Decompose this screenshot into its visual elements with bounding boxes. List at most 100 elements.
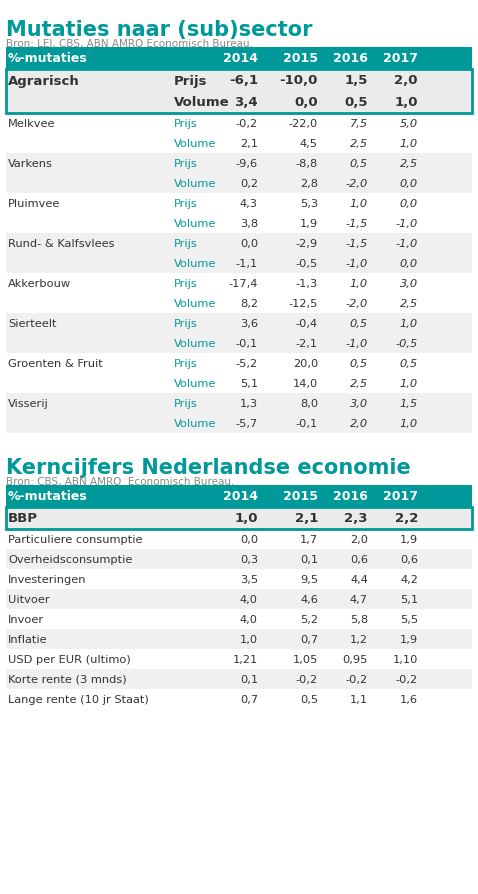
Text: 1,3: 1,3	[240, 399, 258, 409]
Text: 3,5: 3,5	[240, 574, 258, 585]
Text: Investeringen: Investeringen	[8, 574, 87, 585]
Text: 4,0: 4,0	[240, 595, 258, 604]
Text: 9,5: 9,5	[300, 574, 318, 585]
Text: -0,2: -0,2	[236, 119, 258, 129]
Text: 0,5: 0,5	[400, 358, 418, 368]
Text: 0,5: 0,5	[350, 318, 368, 329]
Text: 4,5: 4,5	[300, 139, 318, 148]
Text: 2,1: 2,1	[240, 139, 258, 148]
Text: 2015: 2015	[283, 53, 318, 65]
Text: 1,9: 1,9	[400, 535, 418, 544]
Text: -1,5: -1,5	[346, 219, 368, 229]
Text: 2,0: 2,0	[350, 418, 368, 428]
Text: Volume: Volume	[174, 219, 217, 229]
Text: Prijs: Prijs	[174, 198, 198, 209]
Text: Invoer: Invoer	[8, 614, 44, 624]
Text: -0,2: -0,2	[346, 674, 368, 684]
Text: 8,0: 8,0	[300, 399, 318, 409]
Text: Korte rente (3 mnds): Korte rente (3 mnds)	[8, 674, 127, 684]
Text: -0,2: -0,2	[296, 674, 318, 684]
Text: 4,4: 4,4	[350, 574, 368, 585]
Text: Volume: Volume	[174, 299, 217, 308]
Text: Prijs: Prijs	[174, 119, 198, 129]
Text: 4,6: 4,6	[300, 595, 318, 604]
Bar	[6, 569, 472, 589]
Text: 0,6: 0,6	[350, 554, 368, 564]
Text: 5,5: 5,5	[400, 614, 418, 624]
Text: %-mutaties: %-mutaties	[8, 53, 88, 65]
Text: 0,5: 0,5	[300, 695, 318, 704]
Text: 2016: 2016	[333, 53, 368, 65]
Text: 1,0: 1,0	[400, 418, 418, 428]
Text: Overheidsconsumptie: Overheidsconsumptie	[8, 554, 132, 564]
Text: BBP: BBP	[8, 512, 38, 525]
Text: Prijs: Prijs	[174, 399, 198, 409]
Text: 3,6: 3,6	[240, 318, 258, 329]
Text: %-mutaties: %-mutaties	[8, 490, 88, 503]
Text: 2,3: 2,3	[345, 512, 368, 525]
Bar	[6, 274, 472, 314]
Text: 1,9: 1,9	[400, 634, 418, 645]
Text: Prijs: Prijs	[174, 279, 198, 289]
Text: -0,1: -0,1	[236, 339, 258, 349]
Text: Prijs: Prijs	[174, 74, 207, 88]
Text: 4,0: 4,0	[240, 614, 258, 624]
Text: 3,8: 3,8	[240, 219, 258, 229]
Bar	[6, 670, 472, 689]
Text: 2014: 2014	[223, 490, 258, 503]
Text: 5,0: 5,0	[400, 119, 418, 129]
Bar	[6, 354, 472, 393]
Bar	[6, 233, 472, 274]
Text: Inflatie: Inflatie	[8, 634, 48, 645]
Text: Particuliere consumptie: Particuliere consumptie	[8, 535, 142, 544]
Bar	[6, 393, 472, 434]
Text: Kerncijfers Nederlandse economie: Kerncijfers Nederlandse economie	[6, 458, 411, 477]
Text: 0,0: 0,0	[400, 258, 418, 269]
Text: 2,5: 2,5	[400, 159, 418, 169]
Text: 1,7: 1,7	[300, 535, 318, 544]
Text: 2,1: 2,1	[294, 512, 318, 525]
Text: 1,5: 1,5	[345, 74, 368, 88]
Text: -0,1: -0,1	[296, 418, 318, 428]
Text: 2015: 2015	[283, 490, 318, 503]
Text: 0,6: 0,6	[400, 554, 418, 564]
Text: 0,0: 0,0	[240, 535, 258, 544]
Text: 1,0: 1,0	[400, 378, 418, 389]
Text: 0,7: 0,7	[240, 695, 258, 704]
Text: 2,0: 2,0	[350, 535, 368, 544]
Text: -0,4: -0,4	[296, 318, 318, 329]
Text: 0,1: 0,1	[300, 554, 318, 564]
Text: 0,3: 0,3	[240, 554, 258, 564]
Bar	[6, 70, 472, 114]
Text: 3,0: 3,0	[400, 279, 418, 289]
Text: 0,7: 0,7	[300, 634, 318, 645]
Text: -1,0: -1,0	[346, 258, 368, 269]
Text: Groenten & Fruit: Groenten & Fruit	[8, 358, 103, 368]
Text: 1,5: 1,5	[400, 399, 418, 409]
Text: Prijs: Prijs	[174, 159, 198, 169]
Text: -2,0: -2,0	[346, 179, 368, 189]
Text: Visserij: Visserij	[8, 399, 49, 409]
Text: Volume: Volume	[174, 179, 217, 189]
Text: -1,0: -1,0	[396, 239, 418, 249]
Text: Volume: Volume	[174, 139, 217, 148]
Bar	[6, 194, 472, 233]
Bar	[6, 589, 472, 610]
Text: 1,0: 1,0	[400, 318, 418, 329]
Text: 2,5: 2,5	[350, 378, 368, 389]
Bar	[6, 508, 472, 529]
Text: Prijs: Prijs	[174, 318, 198, 329]
Text: 1,6: 1,6	[400, 695, 418, 704]
Text: 1,0: 1,0	[350, 279, 368, 289]
Text: 2,5: 2,5	[400, 299, 418, 308]
Text: 2017: 2017	[383, 490, 418, 503]
Text: -1,1: -1,1	[236, 258, 258, 269]
Text: 5,2: 5,2	[300, 614, 318, 624]
Text: -2,1: -2,1	[296, 339, 318, 349]
Text: 0,95: 0,95	[343, 654, 368, 664]
Bar	[6, 154, 472, 194]
Text: 4,3: 4,3	[240, 198, 258, 209]
Text: 0,2: 0,2	[240, 179, 258, 189]
Text: 2017: 2017	[383, 53, 418, 65]
Text: -5,2: -5,2	[236, 358, 258, 368]
